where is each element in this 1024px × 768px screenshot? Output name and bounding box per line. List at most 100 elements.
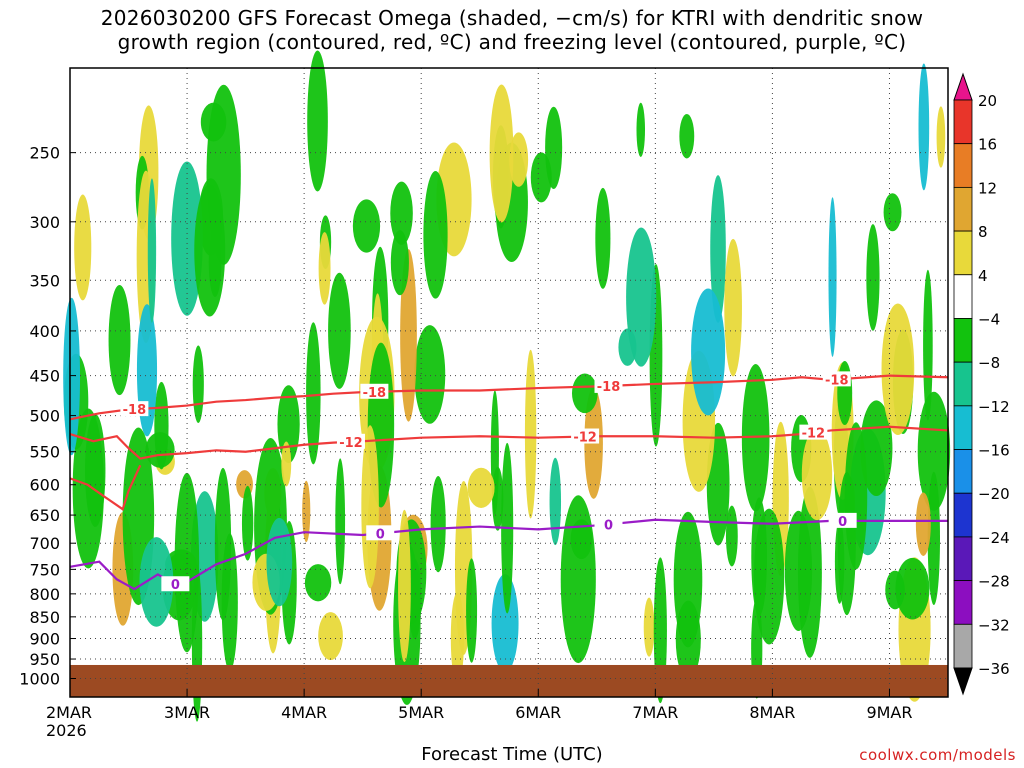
y-tick-label: 600 — [29, 476, 60, 495]
omega-cell — [724, 238, 742, 377]
y-tick-label: 300 — [29, 213, 60, 232]
colorbar-label: −36 — [978, 660, 1010, 678]
colorbar-label: −20 — [978, 485, 1010, 503]
omega-cell — [400, 249, 417, 422]
omega-cell — [194, 184, 226, 317]
omega-cell — [85, 414, 106, 527]
contour-label: 0 — [838, 515, 847, 530]
omega-cell — [927, 471, 941, 606]
omega-cell — [530, 152, 552, 203]
colorbar-band — [953, 536, 973, 582]
y-tick-label: 450 — [29, 367, 60, 386]
colorbar-band — [953, 318, 973, 363]
contour-label: -18 — [825, 373, 849, 388]
y-tick-label: 950 — [29, 650, 60, 669]
x-axis-label: Forecast Time (UTC) — [421, 744, 603, 765]
omega-cell — [352, 199, 381, 253]
omega-cell — [801, 428, 833, 521]
omega-cell — [489, 84, 514, 223]
omega-cell — [390, 181, 413, 245]
colorbar-label: −28 — [978, 573, 1010, 591]
omega-cell — [281, 441, 292, 487]
contour-label: -18 — [363, 386, 387, 401]
title-line-1: 2026030200 GFS Forecast Omega (shaded, −… — [100, 6, 924, 30]
y-tick-label: 550 — [29, 443, 60, 462]
x-tick-label: 9MAR — [866, 703, 912, 722]
contour-line — [69, 464, 142, 511]
omega-cell — [192, 345, 204, 423]
omega-cell — [691, 288, 726, 416]
y-tick-label: 800 — [29, 585, 60, 604]
omega-cell — [108, 284, 131, 396]
y-tick-label: 250 — [29, 144, 60, 163]
omega-cell — [673, 511, 703, 648]
omega-cell — [430, 476, 446, 573]
contour-label-bg — [799, 424, 828, 440]
omega-cell — [917, 391, 951, 511]
omega-cell — [147, 178, 157, 323]
colorbar-label: 16 — [978, 136, 997, 154]
colorbar-label: 8 — [978, 223, 988, 241]
omega-cell — [390, 230, 409, 296]
y-tick-label: 700 — [29, 534, 60, 553]
contour-label: 0 — [376, 527, 385, 542]
omega-cell — [328, 272, 351, 389]
omega-cell — [318, 232, 331, 305]
omega-cell — [318, 612, 343, 661]
contour-label-bg — [161, 576, 190, 592]
contour-label: 0 — [604, 518, 613, 533]
contour-label: -12 — [573, 431, 597, 446]
terrain-fill — [70, 664, 948, 697]
contour-label-bg — [828, 512, 857, 528]
y-tick-label: 350 — [29, 271, 60, 290]
omega-cell — [266, 517, 293, 607]
colorbar-band — [953, 186, 973, 232]
colorbar-label: 20 — [978, 92, 997, 110]
omega-cell — [915, 492, 931, 556]
omega-cell — [509, 132, 529, 187]
omega-cell — [860, 400, 893, 497]
terrain-ground — [70, 664, 948, 697]
omega-cell — [679, 113, 695, 159]
omega-cell — [895, 557, 930, 620]
omega-cell — [866, 224, 880, 331]
colorbar-label: −8 — [978, 354, 1000, 372]
colorbar-label: −16 — [978, 442, 1010, 460]
title-line-2: growth region (contoured, red, ºC) and f… — [117, 30, 907, 54]
omega-cell — [844, 422, 868, 570]
omega-cell — [74, 194, 92, 301]
colorbar-label: 4 — [978, 267, 988, 285]
y-axis-ticks: 250 300 350 400 450 500 550 600 650 700 750 800 850 9… — [19, 144, 76, 688]
colorbar-band — [953, 580, 973, 625]
colorbar-band — [953, 623, 973, 669]
x-tick-year: 2026 — [46, 721, 87, 740]
contour-label: -18 — [597, 380, 621, 395]
y-tick-label: 1000 — [19, 669, 60, 688]
contour-label: -12 — [802, 427, 826, 442]
contour-label-bg — [120, 401, 149, 417]
contour-label-bg — [594, 377, 623, 393]
omega-cell — [571, 373, 598, 414]
omega-cell — [741, 364, 770, 512]
omega-cell — [302, 480, 311, 543]
colorbar-bottom-arrow — [953, 667, 973, 696]
contour-label-bg — [594, 516, 623, 532]
omega-cell — [200, 102, 227, 142]
omega-cell — [398, 509, 411, 663]
omega-cell — [883, 193, 902, 232]
omega-cell — [361, 425, 379, 589]
omega-cell — [304, 564, 332, 602]
omega-shading — [63, 50, 951, 722]
omega-cell — [923, 269, 933, 421]
colorbar-band — [953, 274, 973, 319]
omega-cell — [221, 533, 238, 672]
x-tick-label: 5MAR — [398, 703, 444, 722]
omega-cell — [335, 458, 346, 585]
y-tick-label: 900 — [29, 630, 60, 649]
y-tick-label: 500 — [29, 407, 60, 426]
colorbar-band — [953, 230, 973, 276]
omega-cell — [524, 349, 537, 519]
plot-frame — [69, 67, 949, 698]
omega-cell — [560, 495, 596, 664]
omega-cell — [636, 102, 646, 157]
